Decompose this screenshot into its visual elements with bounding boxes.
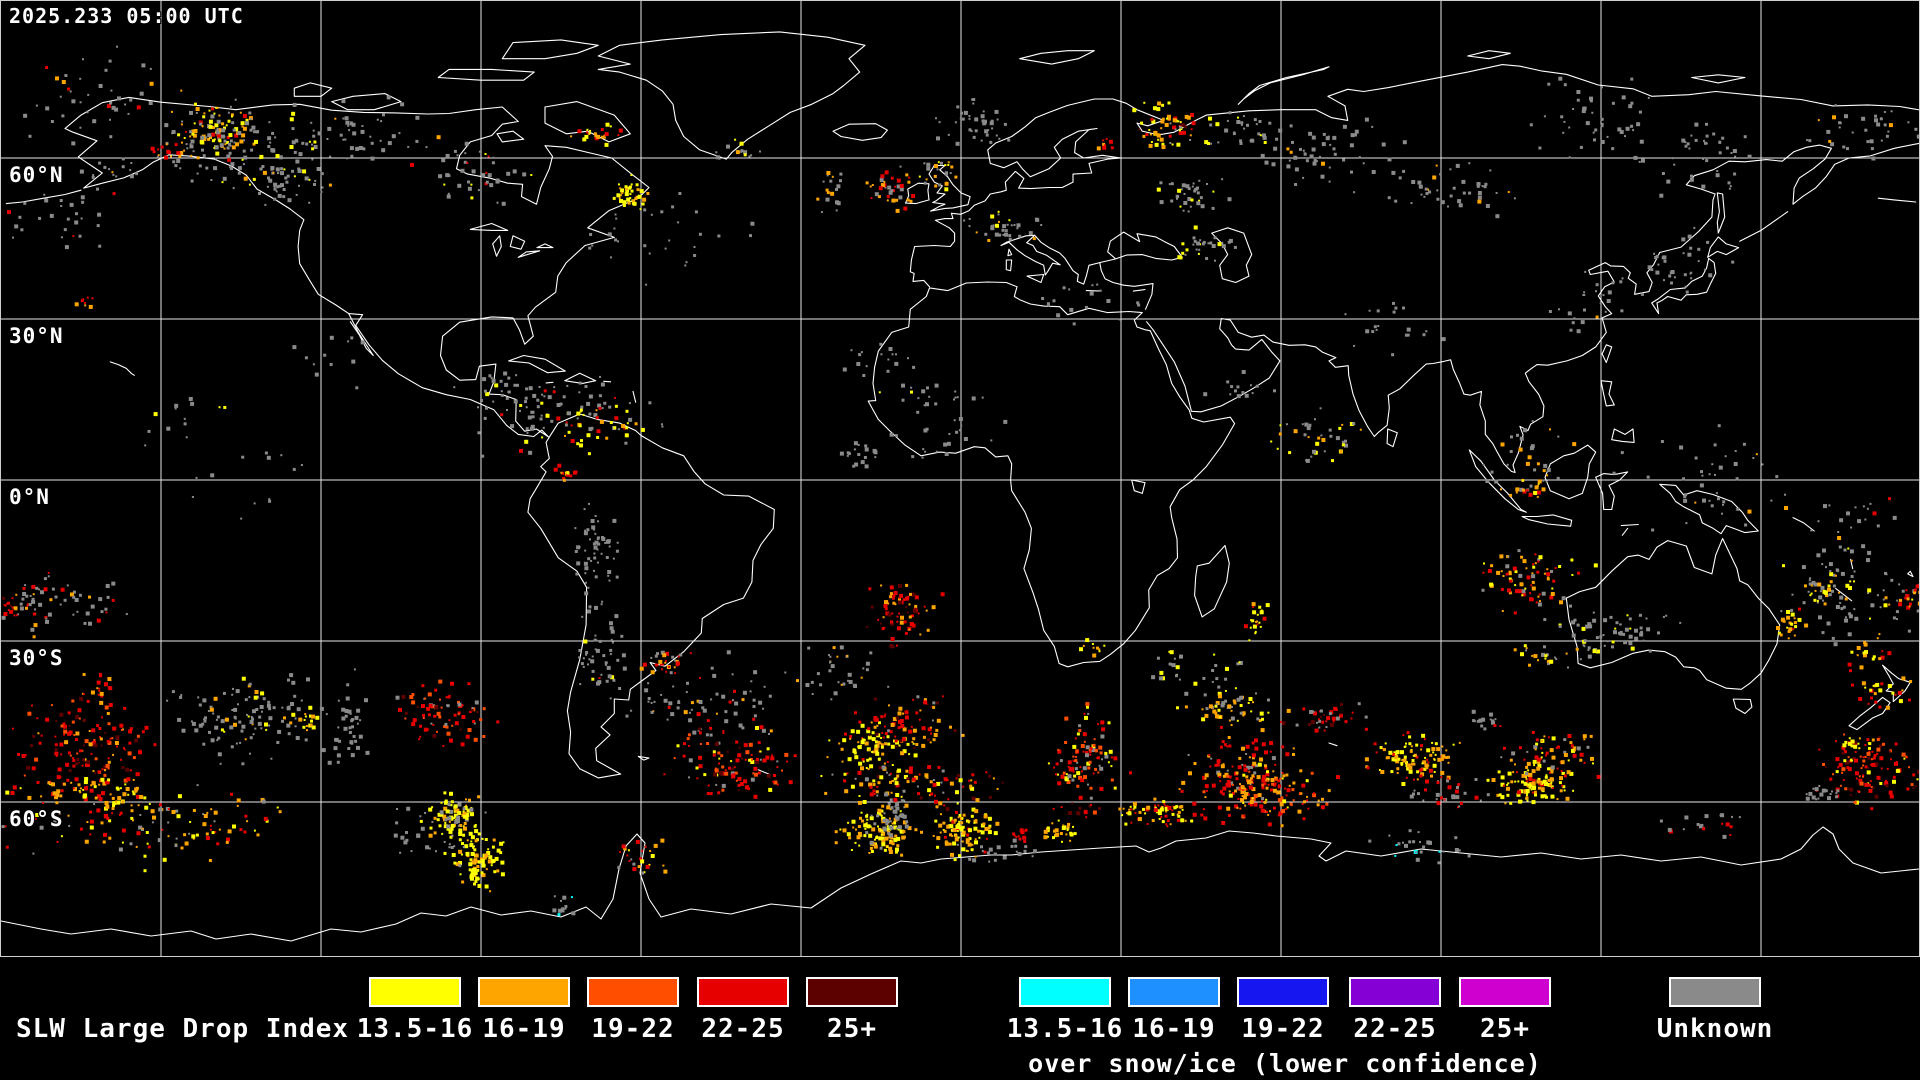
legend-label: 22-25 [1353,1014,1437,1044]
legend-label: 13.5-16 [1006,1014,1124,1044]
lat-label-60n: 60°N [9,163,64,187]
legend: SLW Large Drop Index 13.5-16 16-19 19-22… [0,957,1920,1080]
lat-label-30s: 30°S [9,646,64,670]
legend-label: 16-19 [1132,1014,1216,1044]
legend-snow-caption: over snow/ice (lower confidence) [1028,1049,1542,1078]
legend-swatch-snow-16-19 [1128,977,1220,1007]
legend-swatch-snow-25plus [1459,977,1551,1007]
legend-label: 22-25 [701,1014,785,1044]
timestamp: 2025.233 05:00 UTC [9,4,244,28]
lat-label-0n: 0°N [9,485,50,509]
legend-swatch-19-22 [587,977,679,1007]
legend-label: 13.5-16 [356,1014,474,1044]
legend-swatch-snow-22-25 [1349,977,1441,1007]
legend-swatch-16-19 [478,977,570,1007]
legend-swatch-22-25 [697,977,789,1007]
legend-label: 19-22 [591,1014,675,1044]
legend-swatch-snow-13.5-16 [1019,977,1111,1007]
legend-swatch-unknown [1669,977,1761,1007]
legend-label: 25+ [827,1014,877,1044]
legend-title: SLW Large Drop Index [16,1014,350,1044]
legend-swatch-13.5-16 [369,977,461,1007]
lat-label-60s: 60°S [9,807,64,831]
map-canvas [1,1,1919,956]
legend-swatch-25plus [806,977,898,1007]
legend-label: 19-22 [1241,1014,1325,1044]
legend-label: 16-19 [482,1014,566,1044]
legend-label-unknown: Unknown [1656,1014,1774,1044]
world-map: 2025.233 05:00 UTC 60°N 30°N 0°N 30°S 60… [0,0,1920,957]
legend-swatch-snow-19-22 [1237,977,1329,1007]
lat-label-30n: 30°N [9,324,64,348]
legend-label: 25+ [1480,1014,1530,1044]
